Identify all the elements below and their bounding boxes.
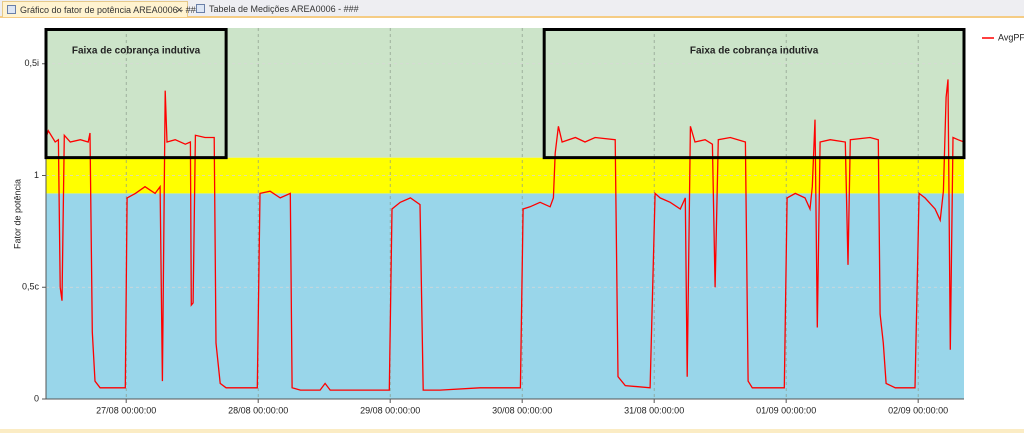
y-tick-label: 1 xyxy=(34,170,39,180)
y-tick-label: 0,5c xyxy=(22,282,40,292)
tab[interactable]: Gráfico do fator de potência AREA0006 - … xyxy=(2,1,201,17)
annotation-label: Faixa de cobrança indutiva xyxy=(690,46,819,57)
tab-title: Tabela de Medições AREA0006 - ### xyxy=(209,4,359,14)
x-tick-label: 01/09 00:00:00 xyxy=(756,405,816,415)
status-strip xyxy=(0,429,1024,433)
close-button[interactable]: ✕ xyxy=(175,5,183,15)
chart: Fator de potência 0 0,5c 1 0,5i 27/08 00:00:… xyxy=(12,28,1024,415)
x-tick-label: 27/08 00:00:00 xyxy=(96,405,156,415)
x-tick-label: 31/08 00:00:00 xyxy=(624,405,684,415)
pf-band xyxy=(46,193,964,399)
tab-bar: Gráfico do fator de potência AREA0006 - … xyxy=(0,0,1024,18)
annotation-box xyxy=(44,28,228,160)
x-tick-label: 28/08 00:00:00 xyxy=(228,405,288,415)
annotation-box xyxy=(542,28,966,160)
legend-label: AvgPF xyxy=(998,32,1024,42)
tab-title: Gráfico do fator de potência AREA0006 - … xyxy=(20,5,201,15)
annotation-label: Faixa de cobrança indutiva xyxy=(72,46,201,57)
x-tick-label: 02/09 00:00:00 xyxy=(888,405,948,415)
x-tick-label: 30/08 00:00:00 xyxy=(492,405,552,415)
tab-icon xyxy=(196,4,205,13)
y-axis-label: Fator de potência xyxy=(12,179,22,249)
y-tick-label: 0 xyxy=(34,393,39,403)
tab-icon xyxy=(7,5,16,14)
y-tick-label: 0,5i xyxy=(24,58,39,68)
series-line xyxy=(45,79,965,391)
tab[interactable]: Tabela de Medições AREA0006 - ### xyxy=(192,1,359,17)
x-tick-label: 29/08 00:00:00 xyxy=(360,405,420,415)
